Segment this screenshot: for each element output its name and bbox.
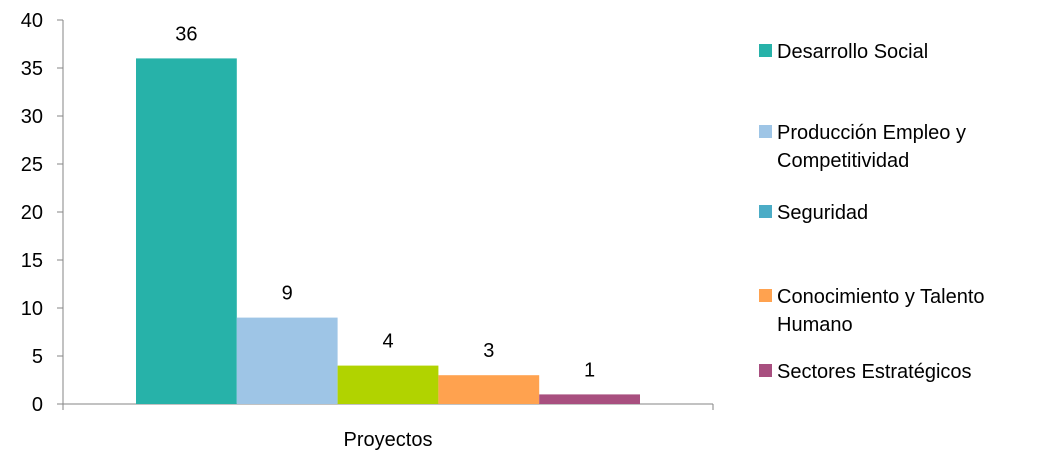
- legend-swatch: [759, 289, 772, 302]
- bar: [438, 375, 540, 404]
- x-axis: Proyectos: [62, 403, 714, 450]
- y-tick-label: 10: [21, 298, 43, 320]
- legend-label: Producción Empleo y Competitividad: [777, 122, 966, 172]
- bar-data-label: 36: [175, 23, 197, 45]
- legend-label: Desarrollo Social: [777, 41, 928, 63]
- legend-swatch: [759, 205, 772, 218]
- legend-swatch: [759, 44, 772, 57]
- bar-data-label: 4: [382, 331, 393, 353]
- legend: Desarrollo Social Producción Empleo y Comp…: [759, 41, 985, 383]
- legend-label: Conocimiento y Talento Humano: [777, 286, 985, 336]
- bar-data-label: 9: [282, 283, 293, 305]
- legend-swatch: [759, 125, 772, 138]
- x-category-label: Proyectos: [344, 429, 433, 450]
- y-tick-label: 40: [21, 10, 43, 32]
- legend-swatch: [759, 364, 772, 377]
- bars: 36 9 4 3 1: [136, 23, 640, 405]
- y-axis: 0 5 10 15 20 25 30 35 40: [21, 10, 64, 416]
- bar-data-label: 3: [483, 340, 494, 362]
- bar: [539, 394, 640, 404]
- y-tick-label: 0: [32, 394, 43, 416]
- bar-data-label: 1: [584, 359, 595, 381]
- bar: [136, 58, 237, 405]
- y-tick-label: 15: [21, 250, 43, 272]
- legend-label: Sectores Estratégicos: [777, 361, 972, 383]
- y-tick-label: 30: [21, 106, 43, 128]
- y-tick-label: 5: [32, 346, 43, 368]
- bar: [337, 365, 439, 404]
- y-tick-label: 35: [21, 58, 43, 80]
- y-tick-label: 25: [21, 154, 43, 176]
- legend-label: Seguridad: [777, 202, 868, 224]
- bar: [236, 317, 338, 404]
- y-tick-label: 20: [21, 202, 43, 224]
